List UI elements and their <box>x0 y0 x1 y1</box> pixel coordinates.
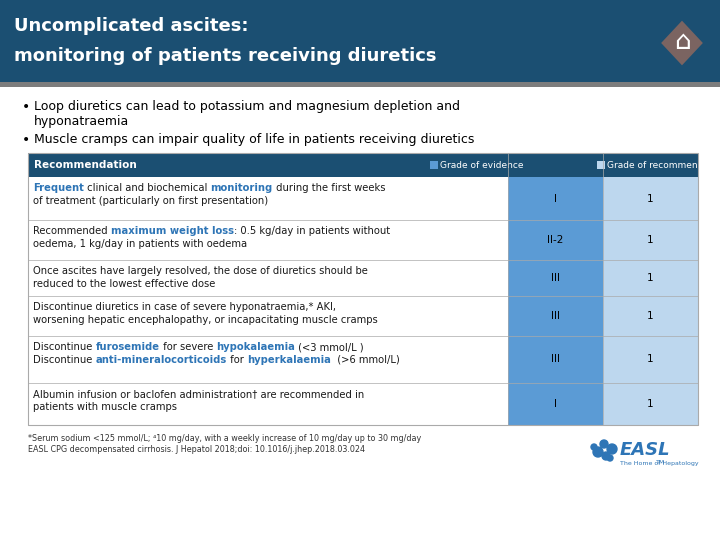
FancyBboxPatch shape <box>597 161 605 169</box>
Circle shape <box>593 447 603 457</box>
Text: hypokalaemia: hypokalaemia <box>216 342 295 352</box>
Text: reduced to the lowest effective dose: reduced to the lowest effective dose <box>33 279 215 289</box>
Text: •: • <box>22 100 30 114</box>
Text: Loop diuretics can lead to potassium and magnesium depletion and: Loop diuretics can lead to potassium and… <box>34 100 460 113</box>
FancyBboxPatch shape <box>603 336 698 383</box>
Circle shape <box>591 444 597 450</box>
Text: I: I <box>554 399 557 409</box>
Text: oedema, 1 kg/day in patients with oedema: oedema, 1 kg/day in patients with oedema <box>33 239 247 249</box>
Text: clinical and biochemical: clinical and biochemical <box>84 183 210 193</box>
Text: anti-mineralocorticoids: anti-mineralocorticoids <box>96 355 227 365</box>
Text: Discontinue: Discontinue <box>33 342 96 352</box>
Text: hyperkalaemia: hyperkalaemia <box>247 355 330 365</box>
FancyBboxPatch shape <box>28 153 698 177</box>
FancyBboxPatch shape <box>508 383 603 425</box>
Text: for: for <box>227 355 247 365</box>
Text: Once ascites have largely resolved, the dose of diuretics should be: Once ascites have largely resolved, the … <box>33 266 368 276</box>
Text: 1: 1 <box>647 354 654 364</box>
Text: EASL: EASL <box>620 441 670 459</box>
Text: patients with muscle cramps: patients with muscle cramps <box>33 402 177 412</box>
Text: monitoring: monitoring <box>210 183 273 193</box>
Text: Discontinue: Discontinue <box>33 355 96 365</box>
FancyBboxPatch shape <box>28 220 508 260</box>
FancyBboxPatch shape <box>603 260 698 296</box>
Text: maximum weight loss: maximum weight loss <box>111 226 234 236</box>
Text: furosemide: furosemide <box>96 342 160 352</box>
Text: Recommended: Recommended <box>33 226 111 236</box>
Text: II-2: II-2 <box>547 235 564 245</box>
FancyBboxPatch shape <box>603 383 698 425</box>
Text: III: III <box>551 354 559 364</box>
FancyBboxPatch shape <box>603 220 698 260</box>
FancyBboxPatch shape <box>28 296 508 336</box>
Text: 1: 1 <box>647 193 654 204</box>
Text: III: III <box>551 311 559 321</box>
Text: 1: 1 <box>647 273 654 283</box>
Circle shape <box>602 452 610 460</box>
FancyBboxPatch shape <box>28 260 508 296</box>
Text: 1: 1 <box>647 311 654 321</box>
Text: for severe: for severe <box>160 342 216 352</box>
FancyBboxPatch shape <box>0 82 720 87</box>
Text: III: III <box>551 273 559 283</box>
FancyBboxPatch shape <box>28 336 508 383</box>
Text: •: • <box>22 133 30 147</box>
Text: EASL CPG decompensated cirrhosis. J Hepatol 2018;doi: 10.1016/j.jhep.2018.03.024: EASL CPG decompensated cirrhosis. J Hepa… <box>28 445 365 454</box>
Text: : 0.5 kg/day in patients without: : 0.5 kg/day in patients without <box>234 226 390 236</box>
Polygon shape <box>661 21 703 65</box>
Text: during the first weeks: during the first weeks <box>273 183 385 193</box>
Text: of treatment (particularly on first presentation): of treatment (particularly on first pres… <box>33 196 268 206</box>
FancyBboxPatch shape <box>508 177 603 220</box>
Text: I: I <box>554 193 557 204</box>
Text: Albumin infusion or baclofen administration† are recommended in: Albumin infusion or baclofen administrat… <box>33 389 364 399</box>
Text: Frequent: Frequent <box>33 183 84 193</box>
Text: TM: TM <box>656 460 665 465</box>
Text: worsening hepatic encephalopathy, or incapacitating muscle cramps: worsening hepatic encephalopathy, or inc… <box>33 315 378 325</box>
Text: Discontinue diuretics in case of severe hyponatraemia,* AKI,: Discontinue diuretics in case of severe … <box>33 302 336 312</box>
Circle shape <box>607 444 617 454</box>
FancyBboxPatch shape <box>430 161 438 169</box>
Text: The Home of Hepatology: The Home of Hepatology <box>620 461 698 466</box>
Text: Uncomplicated ascites:: Uncomplicated ascites: <box>14 17 248 35</box>
FancyBboxPatch shape <box>508 220 603 260</box>
Text: hyponatraemia: hyponatraemia <box>34 115 130 128</box>
Text: (>6 mmol/L): (>6 mmol/L) <box>330 355 400 365</box>
Text: 1: 1 <box>647 235 654 245</box>
Text: 1: 1 <box>647 399 654 409</box>
Text: Grade of evidence: Grade of evidence <box>440 160 523 170</box>
FancyBboxPatch shape <box>603 177 698 220</box>
FancyBboxPatch shape <box>508 296 603 336</box>
Text: Muscle cramps can impair quality of life in patients receiving diuretics: Muscle cramps can impair quality of life… <box>34 133 474 146</box>
Text: ⌂: ⌂ <box>674 29 690 55</box>
FancyBboxPatch shape <box>508 260 603 296</box>
Circle shape <box>607 455 613 461</box>
Circle shape <box>600 440 608 448</box>
Text: Grade of recommendation: Grade of recommendation <box>607 160 720 170</box>
FancyBboxPatch shape <box>508 336 603 383</box>
FancyBboxPatch shape <box>0 0 720 82</box>
Text: Recommendation: Recommendation <box>34 160 137 170</box>
FancyBboxPatch shape <box>603 296 698 336</box>
Text: (<3 mmol/L ): (<3 mmol/L ) <box>295 342 364 352</box>
Text: monitoring of patients receiving diuretics: monitoring of patients receiving diureti… <box>14 47 436 65</box>
FancyBboxPatch shape <box>28 383 508 425</box>
Text: *Serum sodium <125 mmol/L; ⁴10 mg/day, with a weekly increase of 10 mg/day up to: *Serum sodium <125 mmol/L; ⁴10 mg/day, w… <box>28 434 421 443</box>
FancyBboxPatch shape <box>28 177 508 220</box>
